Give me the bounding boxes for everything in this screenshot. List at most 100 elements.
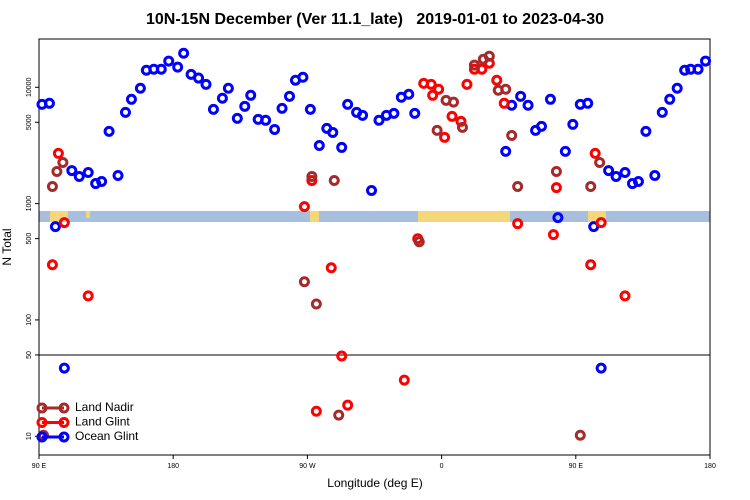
point (500, 145, 512, 157)
y-tick-label: 50 (26, 351, 33, 359)
point (58, 362, 70, 374)
point (567, 118, 579, 130)
legend-marker (58, 431, 70, 443)
point (656, 106, 668, 118)
x-tick-label: 90 W (299, 463, 316, 470)
point (664, 93, 676, 105)
point (216, 92, 228, 104)
point (431, 124, 443, 136)
point (461, 78, 473, 90)
point (357, 109, 369, 121)
legend-label: Land Nadir (75, 400, 134, 414)
point (366, 185, 378, 197)
point (559, 145, 571, 157)
point (327, 126, 339, 138)
point (585, 259, 597, 271)
point (342, 98, 354, 110)
point (585, 181, 597, 193)
point (306, 170, 318, 182)
point (58, 217, 70, 229)
point (446, 110, 458, 122)
point (500, 83, 512, 95)
point (483, 50, 495, 62)
point (43, 97, 55, 109)
point (269, 123, 281, 135)
y-tick-label: 5000 (26, 114, 33, 130)
point (692, 63, 704, 75)
point (427, 89, 439, 101)
point (52, 147, 64, 159)
point (49, 221, 61, 233)
point (498, 97, 510, 109)
point (373, 114, 385, 126)
legend-marker (36, 402, 48, 414)
point (310, 405, 322, 417)
point (112, 170, 124, 182)
point (574, 429, 586, 441)
legend-marker (58, 417, 70, 428)
point (544, 93, 556, 105)
y-tick-label: 500 (26, 233, 33, 245)
point (276, 102, 288, 114)
point (512, 218, 524, 230)
legend-marker (36, 417, 48, 428)
point (125, 93, 137, 105)
point (178, 47, 190, 59)
point (594, 156, 606, 168)
point (304, 103, 316, 115)
point (73, 170, 85, 182)
chart-title: 10N-15N December (Ver 11.1_late) 2019-01… (146, 11, 604, 28)
point (82, 290, 94, 302)
point (342, 399, 354, 411)
point (51, 165, 63, 177)
point (550, 182, 562, 194)
point (310, 298, 322, 310)
point (325, 262, 337, 274)
legend-label: Ocean Glint (75, 429, 139, 443)
legend-label: Land Glint (75, 415, 130, 429)
point (512, 181, 524, 193)
point (491, 74, 503, 86)
point (409, 107, 421, 119)
point (172, 61, 184, 73)
point (103, 125, 115, 137)
point (298, 276, 310, 288)
point (536, 120, 548, 132)
point (547, 229, 559, 241)
point (589, 147, 601, 159)
point (96, 176, 108, 188)
point (260, 114, 272, 126)
land-strip (310, 211, 319, 222)
y-tick-label: 100 (26, 314, 33, 326)
point (610, 170, 622, 182)
legend-marker (36, 431, 48, 443)
y-tick-label: 1000 (26, 196, 33, 212)
y-axis-label: N Total (0, 228, 14, 265)
point (448, 96, 460, 108)
point (403, 88, 415, 100)
point (57, 156, 69, 168)
point (455, 115, 467, 127)
land-strip (50, 211, 68, 222)
point (134, 82, 146, 94)
point (82, 167, 94, 179)
series (46, 57, 631, 417)
point (433, 83, 445, 95)
point (207, 103, 219, 115)
point (333, 409, 345, 421)
point (439, 131, 451, 143)
point (155, 63, 167, 75)
x-axis-label: Longitude (deg E) (327, 476, 422, 490)
point (245, 89, 257, 101)
point (619, 290, 631, 302)
land-strip (418, 211, 510, 222)
point (649, 170, 661, 182)
point (632, 176, 644, 188)
point (640, 125, 652, 137)
x-tick-label: 0 (440, 463, 444, 470)
point (425, 78, 437, 90)
point (388, 107, 400, 119)
x-tick-label: 180 (167, 463, 179, 470)
